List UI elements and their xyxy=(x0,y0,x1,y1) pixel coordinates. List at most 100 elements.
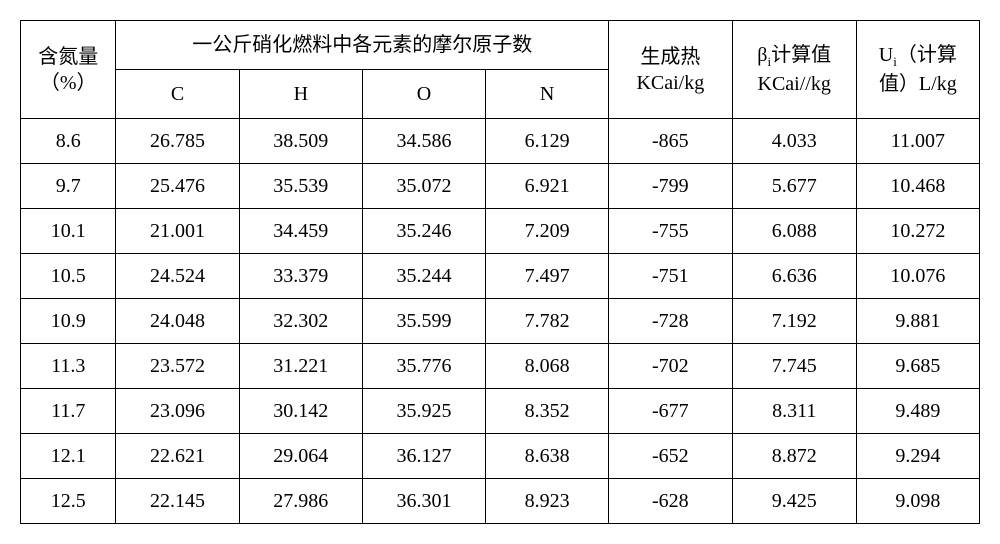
cell-H: 38.509 xyxy=(239,119,362,164)
cell-u: 10.468 xyxy=(856,164,979,209)
table-row: 11.723.09630.14235.9258.352-6778.3119.48… xyxy=(21,389,980,434)
cell-nitrogen: 10.5 xyxy=(21,254,116,299)
cell-heat: -628 xyxy=(608,479,732,524)
table-row: 12.522.14527.98636.3018.923-6289.4259.09… xyxy=(21,479,980,524)
cell-u: 10.272 xyxy=(856,209,979,254)
header-heat: 生成热 KCai/kg xyxy=(608,21,732,119)
cell-N: 7.497 xyxy=(486,254,609,299)
table-body: 8.626.78538.50934.5866.129-8654.03311.00… xyxy=(21,119,980,524)
table-row: 9.725.47635.53935.0726.921-7995.67710.46… xyxy=(21,164,980,209)
cell-O: 36.301 xyxy=(362,479,485,524)
cell-beta: 9.425 xyxy=(732,479,856,524)
cell-H: 31.221 xyxy=(239,344,362,389)
cell-H: 30.142 xyxy=(239,389,362,434)
cell-H: 34.459 xyxy=(239,209,362,254)
cell-H: 32.302 xyxy=(239,299,362,344)
header-u-line2: 值）L/kg xyxy=(879,73,957,95)
cell-C: 24.048 xyxy=(116,299,239,344)
header-heat-line1: 生成热 xyxy=(640,46,700,68)
cell-N: 7.782 xyxy=(486,299,609,344)
header-u-prefix: U xyxy=(879,44,893,66)
cell-u: 9.294 xyxy=(856,434,979,479)
cell-N: 8.638 xyxy=(486,434,609,479)
cell-H: 35.539 xyxy=(239,164,362,209)
cell-nitrogen: 9.7 xyxy=(21,164,116,209)
cell-O: 35.925 xyxy=(362,389,485,434)
cell-nitrogen: 10.1 xyxy=(21,209,116,254)
header-beta-suffix: 计算值 xyxy=(771,44,831,66)
cell-C: 24.524 xyxy=(116,254,239,299)
header-nitrogen-line2: （%） xyxy=(40,72,97,94)
cell-heat: -728 xyxy=(608,299,732,344)
table-row: 10.524.52433.37935.2447.497-7516.63610.0… xyxy=(21,254,980,299)
table-row: 10.924.04832.30235.5997.782-7287.1929.88… xyxy=(21,299,980,344)
header-nitrogen-line1: 含氮量 xyxy=(38,46,98,68)
cell-N: 6.921 xyxy=(486,164,609,209)
header-element-O: O xyxy=(362,70,485,119)
cell-C: 23.096 xyxy=(116,389,239,434)
cell-O: 35.244 xyxy=(362,254,485,299)
cell-u: 9.685 xyxy=(856,344,979,389)
cell-O: 35.599 xyxy=(362,299,485,344)
nitration-fuel-table: 含氮量 （%） 一公斤硝化燃料中各元素的摩尔原子数 生成热 KCai/kg βi… xyxy=(20,20,980,524)
cell-nitrogen: 11.3 xyxy=(21,344,116,389)
cell-beta: 7.745 xyxy=(732,344,856,389)
cell-C: 22.621 xyxy=(116,434,239,479)
header-u: Ui（计算 值）L/kg xyxy=(856,21,979,119)
cell-heat: -652 xyxy=(608,434,732,479)
cell-u: 9.489 xyxy=(856,389,979,434)
header-nitrogen: 含氮量 （%） xyxy=(21,21,116,119)
cell-heat: -865 xyxy=(608,119,732,164)
cell-nitrogen: 10.9 xyxy=(21,299,116,344)
cell-N: 7.209 xyxy=(486,209,609,254)
cell-C: 21.001 xyxy=(116,209,239,254)
header-elements-group: 一公斤硝化燃料中各元素的摩尔原子数 xyxy=(116,21,609,70)
cell-O: 34.586 xyxy=(362,119,485,164)
cell-O: 35.072 xyxy=(362,164,485,209)
cell-C: 22.145 xyxy=(116,479,239,524)
cell-u: 9.098 xyxy=(856,479,979,524)
cell-nitrogen: 8.6 xyxy=(21,119,116,164)
cell-beta: 6.088 xyxy=(732,209,856,254)
cell-beta: 8.311 xyxy=(732,389,856,434)
header-beta-line2: KCai//kg xyxy=(758,73,831,95)
cell-C: 23.572 xyxy=(116,344,239,389)
cell-H: 27.986 xyxy=(239,479,362,524)
cell-heat: -755 xyxy=(608,209,732,254)
cell-beta: 4.033 xyxy=(732,119,856,164)
cell-nitrogen: 11.7 xyxy=(21,389,116,434)
cell-heat: -677 xyxy=(608,389,732,434)
header-element-H: H xyxy=(239,70,362,119)
cell-beta: 5.677 xyxy=(732,164,856,209)
cell-u: 10.076 xyxy=(856,254,979,299)
cell-u: 9.881 xyxy=(856,299,979,344)
cell-nitrogen: 12.5 xyxy=(21,479,116,524)
cell-u: 11.007 xyxy=(856,119,979,164)
header-beta-prefix: β xyxy=(757,44,767,66)
cell-N: 8.352 xyxy=(486,389,609,434)
cell-N: 8.068 xyxy=(486,344,609,389)
cell-C: 26.785 xyxy=(116,119,239,164)
cell-N: 8.923 xyxy=(486,479,609,524)
cell-O: 35.246 xyxy=(362,209,485,254)
cell-O: 36.127 xyxy=(362,434,485,479)
header-heat-line2: KCai/kg xyxy=(636,72,704,94)
cell-heat: -702 xyxy=(608,344,732,389)
cell-beta: 6.636 xyxy=(732,254,856,299)
cell-beta: 7.192 xyxy=(732,299,856,344)
table-row: 8.626.78538.50934.5866.129-8654.03311.00… xyxy=(21,119,980,164)
table-row: 12.122.62129.06436.1278.638-6528.8729.29… xyxy=(21,434,980,479)
table-row: 11.323.57231.22135.7768.068-7027.7459.68… xyxy=(21,344,980,389)
header-element-C: C xyxy=(116,70,239,119)
cell-H: 29.064 xyxy=(239,434,362,479)
cell-heat: -751 xyxy=(608,254,732,299)
header-element-N: N xyxy=(486,70,609,119)
cell-H: 33.379 xyxy=(239,254,362,299)
table-row: 10.121.00134.45935.2467.209-7556.08810.2… xyxy=(21,209,980,254)
header-u-suffix: （计算 xyxy=(897,44,957,66)
cell-beta: 8.872 xyxy=(732,434,856,479)
cell-N: 6.129 xyxy=(486,119,609,164)
cell-O: 35.776 xyxy=(362,344,485,389)
cell-C: 25.476 xyxy=(116,164,239,209)
header-beta: βi计算值 KCai//kg xyxy=(732,21,856,119)
